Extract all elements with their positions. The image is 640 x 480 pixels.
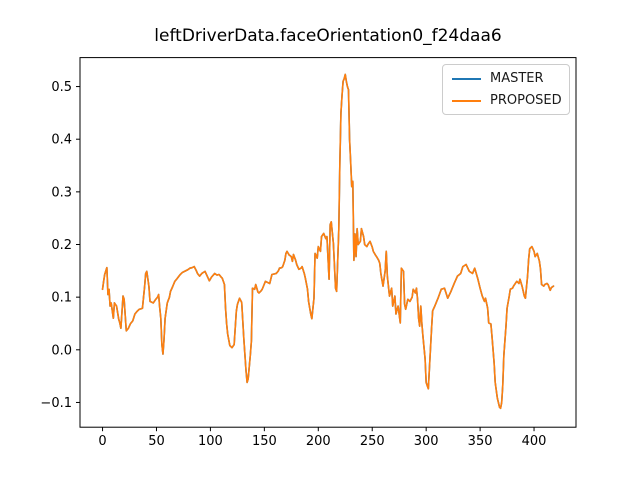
y-tick-label: 0.3 (51, 185, 72, 200)
x-tick-label: 300 (414, 434, 439, 449)
y-tick-label: 0.1 (51, 291, 72, 306)
proposed-line-swatch (452, 99, 481, 102)
chart-title: leftDriverData.faceOrientation0_f24daa6 (154, 26, 502, 46)
y-tick-label: 0.0 (51, 343, 72, 358)
y-tick-label: 0.4 (51, 133, 72, 148)
y-tick-label: 0.5 (51, 80, 72, 95)
y-tick-label: 0.2 (51, 238, 72, 253)
legend-entry-proposed: PROPOSED (452, 93, 562, 108)
axes-frame (79, 57, 577, 428)
x-tick-label: 250 (360, 434, 385, 449)
x-tick-label: 400 (522, 434, 547, 449)
series-line-master (101, 73, 555, 410)
y-tick-label: −0.1 (40, 396, 72, 411)
legend-label-proposed: PROPOSED (490, 93, 562, 108)
x-tick-label: 350 (468, 434, 493, 449)
series-line-proposed (101, 73, 555, 410)
x-tick-label: 50 (148, 434, 165, 449)
legend: MASTER PROPOSED (442, 64, 570, 115)
master-line-swatch (452, 77, 481, 80)
x-tick-label: 100 (198, 434, 223, 449)
legend-label-master: MASTER (490, 71, 544, 86)
x-tick-label: 0 (98, 434, 106, 449)
x-tick-label: 200 (306, 434, 331, 449)
x-tick-label: 150 (252, 434, 277, 449)
legend-entry-master: MASTER (452, 71, 561, 86)
